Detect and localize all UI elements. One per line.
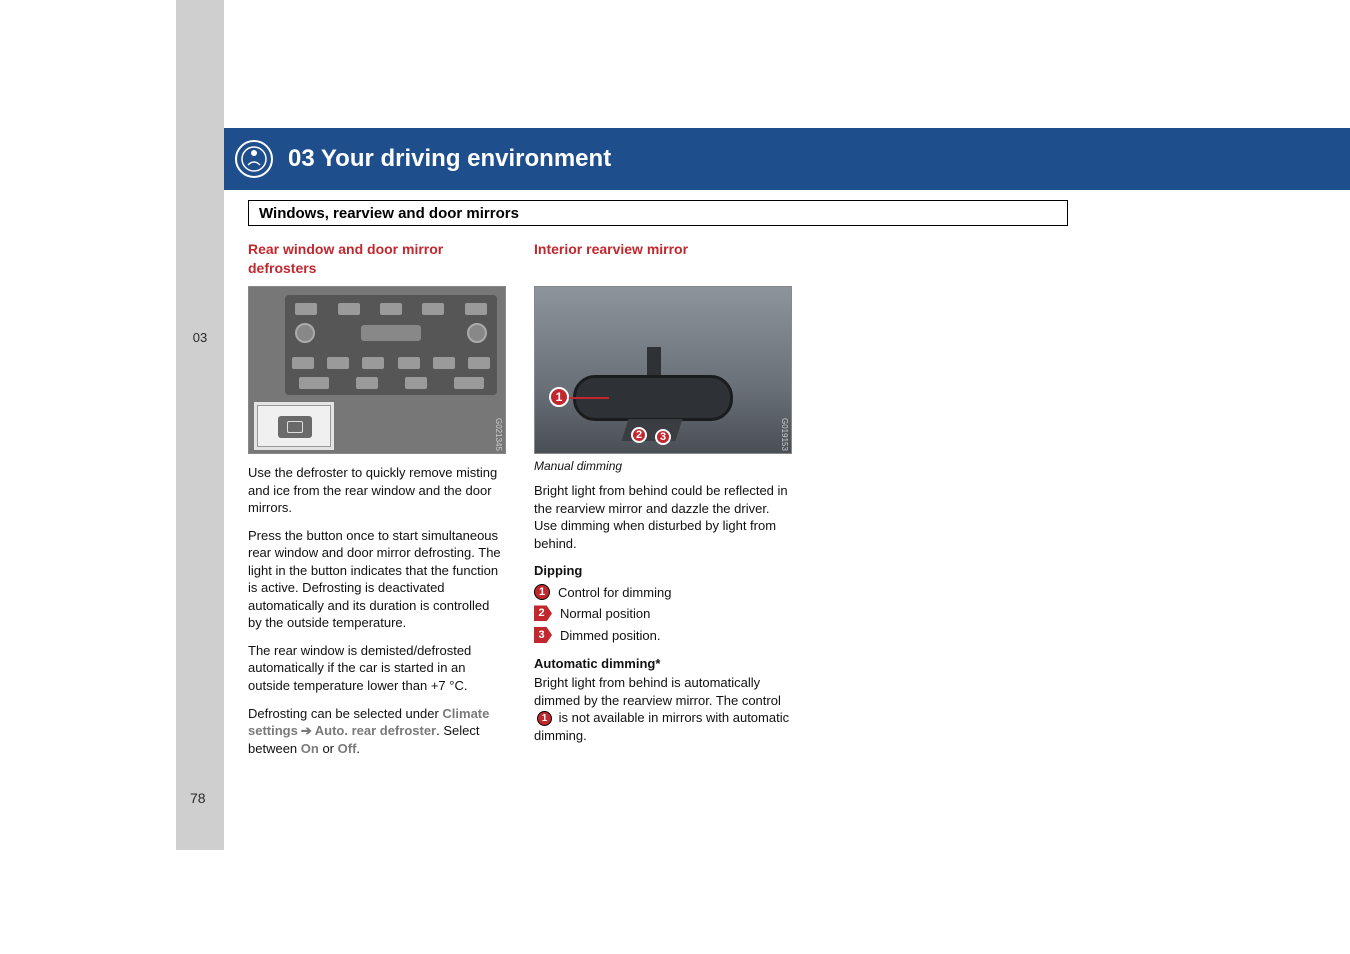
col1-heading: Rear window and door mirror defrosters [248, 240, 506, 278]
col1-p1: Use the defroster to quickly remove mist… [248, 464, 506, 517]
column-3 [820, 240, 1068, 767]
figure-ref: G021345 [492, 418, 503, 451]
figure-caption: Manual dimming [534, 458, 792, 474]
column-2: Interior rearview mirror 1 2 3 G019153 M… [534, 240, 792, 767]
marker-2-icon: 2 [631, 427, 647, 443]
list-item-label: Control for dimming [558, 584, 671, 602]
col1-p3: The rear window is demisted/defrosted au… [248, 642, 506, 695]
col1-p4: Defrosting can be selected under Climate… [248, 705, 506, 758]
auto-dimming-heading: Automatic dimming* [534, 655, 792, 673]
list-item-label: Normal position [560, 605, 650, 623]
col2-p1: Bright light from behind could be reflec… [534, 482, 792, 552]
chapter-title: 03 Your driving environment [288, 145, 611, 173]
list-item-label: Dimmed position. [560, 627, 660, 645]
menu-auto-rear-defroster: Auto. rear defroster [315, 723, 436, 738]
option-on: On [301, 741, 319, 756]
option-off: Off [338, 741, 357, 756]
list-item: 3 Dimmed position. [534, 627, 792, 645]
content-columns: Rear window and door mirror defrosters [248, 240, 1068, 767]
bullet-3-icon: 3 [534, 627, 552, 643]
dipping-list: 1 Control for dimming 2 Normal position … [534, 584, 792, 645]
list-item: 2 Normal position [534, 605, 792, 623]
page-number: 78 [190, 790, 206, 806]
section-title-bar: Windows, rearview and door mirrors [248, 200, 1068, 226]
auto-pre: Bright light from behind is automaticall… [534, 675, 781, 708]
section-title: Windows, rearview and door mirrors [259, 205, 519, 222]
chapter-header: 03 Your driving environment [224, 128, 1350, 190]
side-tab-label: 03 [176, 330, 224, 345]
manual-page: 03 03 Your driving environment Windows, … [0, 0, 1350, 954]
figure-ref: G019153 [778, 418, 789, 451]
list-item: 1 Control for dimming [534, 584, 792, 602]
defroster-button-icon [278, 416, 312, 438]
marker-3-icon: 3 [655, 429, 671, 445]
p4-pre: Defrosting can be selected under [248, 706, 442, 721]
dipping-heading: Dipping [534, 562, 792, 580]
defroster-button-callout [257, 405, 331, 447]
col1-p2: Press the button once to start simultane… [248, 527, 506, 632]
marker-1-icon: 1 [549, 387, 569, 407]
col2-heading: Interior rearview mirror [534, 240, 792, 278]
mirror-stem [647, 347, 661, 377]
auto-dimming-para: Bright light from behind is automaticall… [534, 674, 792, 744]
callout-line [569, 397, 609, 399]
figure-climate-panel: G021345 [248, 286, 506, 454]
chapter-badge-icon [234, 139, 274, 179]
column-1: Rear window and door mirror defrosters [248, 240, 506, 767]
bullet-2-icon: 2 [534, 605, 552, 621]
figure-rearview-mirror: 1 2 3 G019153 [534, 286, 792, 454]
auto-post: is not available in mirrors with automat… [534, 710, 789, 743]
p4-or: or [319, 741, 338, 756]
side-tab [176, 0, 224, 850]
menu-arrow-icon: ➔ [298, 723, 315, 738]
p4-end: . [356, 741, 360, 756]
bullet-1-icon: 1 [534, 584, 550, 600]
inline-marker-1-icon: 1 [537, 711, 552, 726]
climate-panel-graphic [285, 295, 497, 395]
